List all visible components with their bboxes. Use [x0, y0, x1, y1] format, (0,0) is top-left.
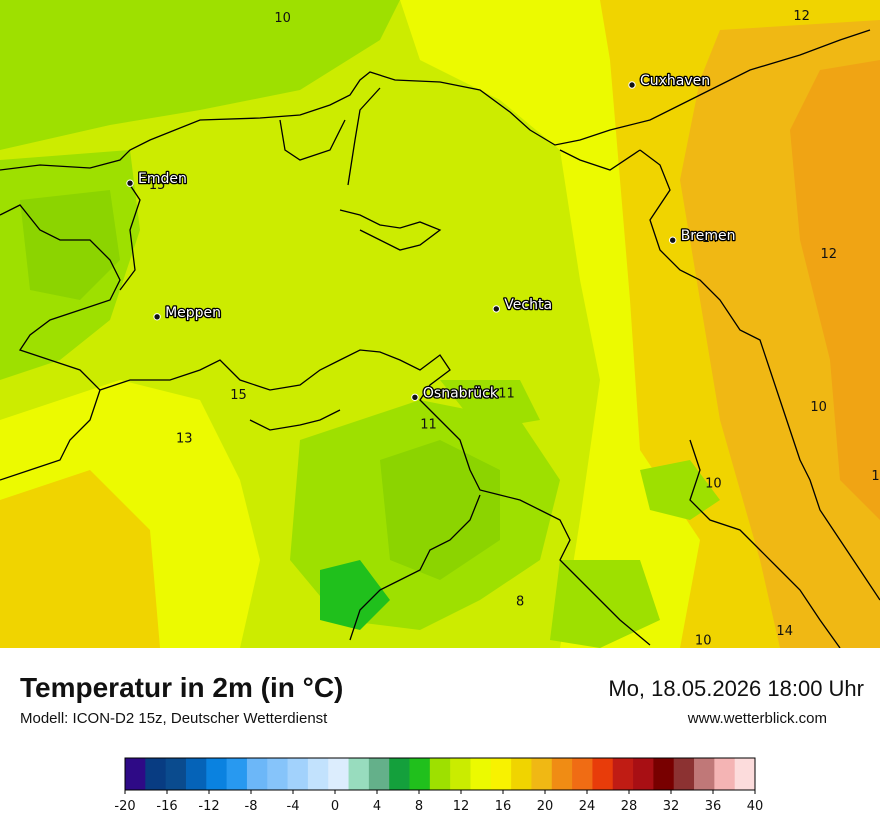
website-link[interactable]: www.wetterblick.com [687, 710, 827, 727]
temperature-label: 13 [871, 469, 880, 484]
scale-tick-label: 4 [373, 799, 381, 814]
temperature-label: 10 [705, 477, 722, 492]
city-name: Bremen [681, 228, 736, 244]
scale-swatch [246, 758, 268, 790]
temperature-field [0, 0, 880, 648]
scale-swatch [511, 758, 532, 790]
temperature-label: 11 [498, 386, 515, 401]
scale-tick-label: 8 [415, 799, 423, 814]
map-footer: Temperatur in 2m (in °C) Modell: ICON-D2… [0, 648, 880, 830]
coastlines-and-borders [0, 29, 880, 648]
city-dot [628, 81, 636, 89]
scale-swatch [429, 758, 451, 790]
scale-swatch [185, 758, 207, 790]
scale-tick-label: 0 [331, 799, 339, 814]
scale-tick-label: -4 [287, 799, 300, 814]
scale-tick-label: 40 [747, 799, 764, 814]
temperature-label: 8 [516, 595, 524, 610]
scale-swatch [734, 758, 756, 790]
scale-tick-label: 24 [579, 799, 596, 814]
city-marker: Osnabrück [411, 384, 500, 403]
scale-swatch [226, 758, 248, 790]
temperature-label: 14 [702, 231, 719, 246]
scale-swatch [307, 758, 329, 790]
scale-swatch [409, 758, 431, 790]
scale-tick-label: 12 [453, 799, 470, 814]
city-marker: Cuxhaven [628, 72, 711, 90]
scale-swatch [714, 758, 736, 790]
model-source: Modell: ICON-D2 15z, Deutscher Wetterdie… [20, 710, 328, 727]
temperature-label: 10 [274, 11, 291, 26]
scale-swatch [145, 758, 167, 790]
scale-tick-label: 16 [495, 799, 512, 814]
temperature-label: 15 [230, 388, 247, 403]
temperature-label: 14 [776, 624, 793, 639]
scale-tick-label: 20 [537, 799, 554, 814]
scale-swatch [287, 758, 309, 790]
city-marker: Bremen [669, 227, 737, 245]
forecast-datetime: Mo, 18.05.2026 18:00 Uhr [608, 676, 864, 701]
city-dot [153, 313, 161, 321]
city-name: Osnabrück [423, 385, 499, 401]
city-dot [669, 236, 677, 244]
temperature-labels: 1012181414201320201411151320141220122015… [149, 9, 880, 648]
scale-swatch [592, 758, 614, 790]
city-name: Vechta [504, 297, 552, 313]
city-dot [492, 305, 500, 313]
scale-swatch [572, 758, 593, 790]
city-markers: CuxhavenHamburgEmdenLüneburgBremenUelzen… [126, 72, 737, 403]
scale-swatch [206, 758, 228, 790]
scale-tick-label: -20 [114, 799, 135, 814]
scale-border [124, 757, 756, 791]
city-marker: Vechta [492, 296, 553, 314]
scale-swatch [673, 758, 695, 790]
scale-swatch [531, 758, 553, 790]
temperature-label: 12 [793, 9, 810, 24]
scale-swatch [653, 758, 675, 790]
scale-tick-label: 28 [621, 799, 638, 814]
scale-swatch [267, 758, 288, 790]
temperature-label: 12 [821, 247, 838, 262]
scale-swatch [694, 758, 715, 790]
scale-swatch [633, 758, 654, 790]
scale-swatch [328, 758, 349, 790]
scale-tick-label: -8 [245, 799, 258, 814]
city-marker: Meppen [153, 303, 222, 322]
scale-swatch [348, 758, 370, 790]
temperature-label: 13 [176, 431, 193, 446]
scale-swatch [551, 758, 573, 790]
scale-swatch [450, 758, 471, 790]
color-scale-bar: -20 -16 -12 -8 -4 0 4 8 12 16 20 24 28 32 36 40 [114, 757, 764, 814]
scale-swatch [490, 758, 512, 790]
scale-tick-label: -16 [156, 799, 177, 814]
temperature-label: 10 [810, 400, 827, 415]
scale-swatch [368, 758, 390, 790]
map-title: Temperatur in 2m (in °C) [20, 672, 344, 703]
temperature-label: 10 [695, 634, 712, 648]
scale-swatch [470, 758, 492, 790]
city-marker: Emden [126, 170, 188, 188]
city-name: Cuxhaven [640, 73, 710, 89]
temperature-label: 11 [420, 418, 437, 433]
city-dot [411, 393, 419, 401]
scale-swatch [612, 758, 634, 790]
temperature-map: 1012181414201320201411151320141220122015… [0, 0, 880, 648]
city-name: Emden [138, 171, 187, 187]
city-dot [126, 179, 134, 187]
scale-swatch [125, 758, 146, 790]
scale-swatch [389, 758, 410, 790]
scale-tick-label: 36 [705, 799, 722, 814]
scale-swatch [165, 758, 187, 790]
scale-tick-label: -12 [198, 799, 219, 814]
scale-tick-label: 32 [663, 799, 680, 814]
city-name: Meppen [165, 305, 221, 321]
temperature-label: 15 [149, 178, 166, 193]
